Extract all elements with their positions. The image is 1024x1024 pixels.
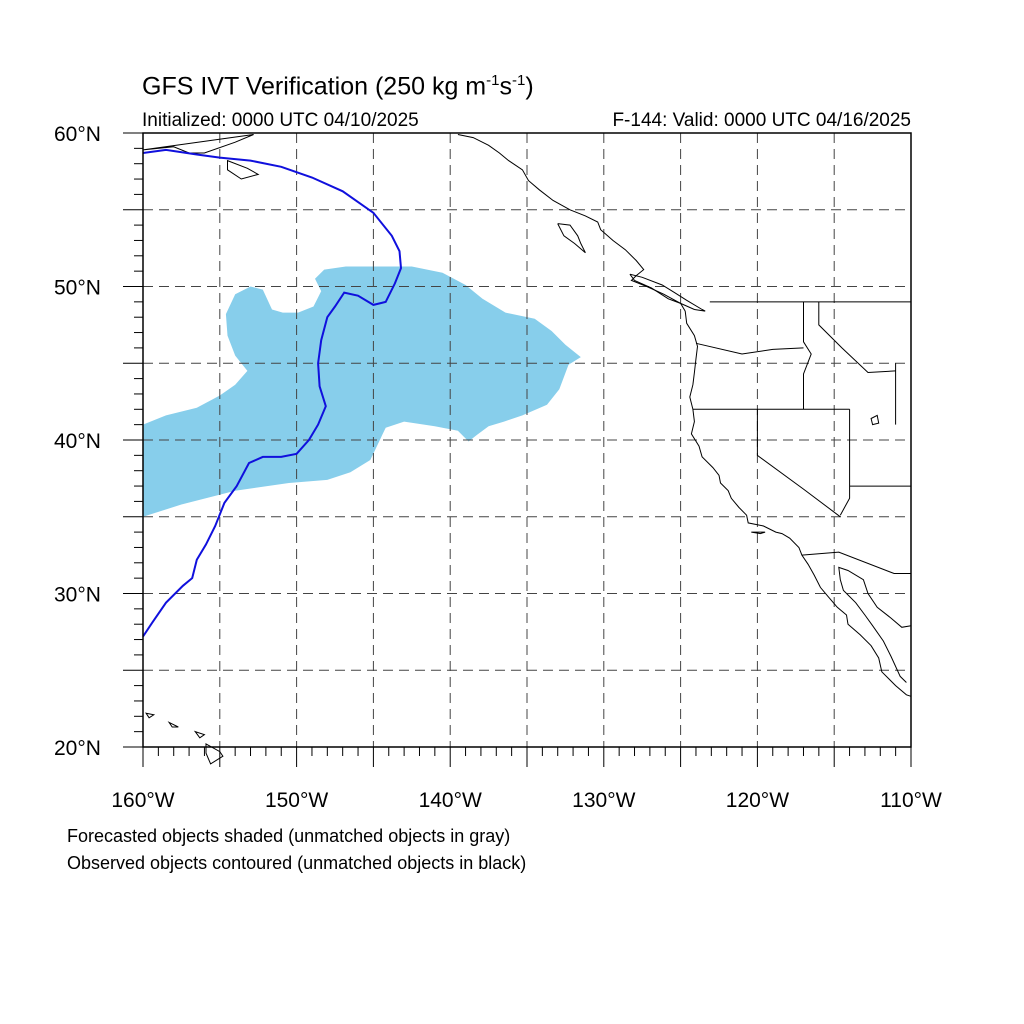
valid-time: F-144: Valid: 0000 UTC 04/16/2025 xyxy=(612,110,911,131)
wa-or-border xyxy=(695,342,804,355)
kauai xyxy=(145,712,156,719)
legend-note-observed: Observed objects contoured (unmatched ob… xyxy=(67,853,527,873)
maui xyxy=(193,730,206,739)
great-salt-lake xyxy=(870,414,880,426)
hawaii-big-island xyxy=(205,743,224,765)
lat-label: 60°N xyxy=(54,123,101,146)
lon-label: 160°W xyxy=(111,789,174,812)
vancouver-island xyxy=(629,273,706,312)
map-frame xyxy=(123,132,912,767)
id-west-border xyxy=(803,301,812,410)
alaska-coast xyxy=(457,134,686,312)
haida-gwaii xyxy=(557,223,586,254)
nv-east-border xyxy=(839,409,851,516)
lat-label: 30°N xyxy=(54,584,101,607)
lon-label: 130°W xyxy=(572,789,635,812)
lon-label: 120°W xyxy=(726,789,789,812)
gulf-of-california xyxy=(838,566,912,683)
forecast-object xyxy=(143,266,581,517)
lon-label: 110°W xyxy=(880,789,942,812)
lon-label: 150°W xyxy=(265,789,328,812)
channel-islands xyxy=(751,531,766,535)
kodiak xyxy=(227,159,260,180)
axis-labels: 60°N 50°N 40°N 30°N 20°N 160°W 150°W 140°W 130°W… xyxy=(54,123,942,812)
lat-label: 20°N xyxy=(54,737,101,760)
observed-object-layer xyxy=(142,148,403,638)
mt-id-border xyxy=(818,301,896,374)
lat-label: 50°N xyxy=(54,277,101,300)
forecast-object-layer xyxy=(143,266,581,517)
lon-label: 140°W xyxy=(419,789,482,812)
graticule xyxy=(143,133,911,747)
alaska-peninsula xyxy=(142,134,254,154)
observed-object-contour xyxy=(142,148,403,638)
west-coast xyxy=(684,311,912,697)
mx-border xyxy=(801,551,911,574)
oahu xyxy=(167,721,179,728)
initialized-time: Initialized: 0000 UTC 04/10/2025 xyxy=(142,110,419,131)
coastlines-and-borders xyxy=(142,134,912,765)
lat-label: 40°N xyxy=(54,430,101,453)
chart-title: GFS IVT Verification (250 kg m-1s-1) xyxy=(142,72,534,101)
ca-nv-border xyxy=(756,409,841,518)
legend-note-forecast: Forecasted objects shaded (unmatched obj… xyxy=(67,826,511,846)
